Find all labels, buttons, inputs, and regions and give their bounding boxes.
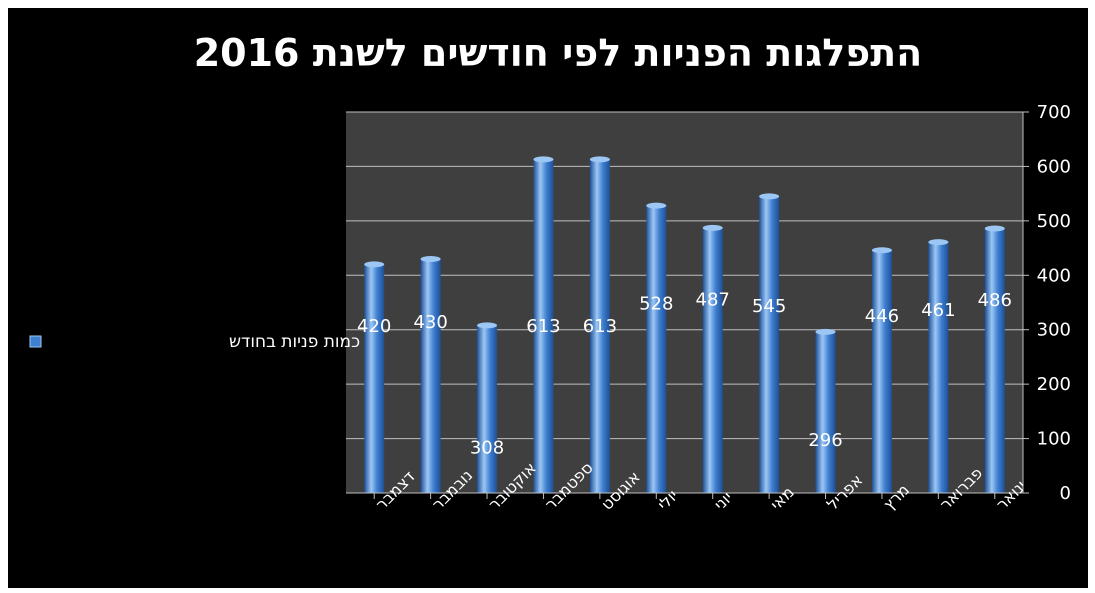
bar-group: [533, 156, 554, 494]
bar-group: [646, 202, 667, 494]
bar: [646, 205, 667, 494]
y-axis: 0 100 200 300 400 500 600 700: [1022, 102, 1071, 504]
y-tick-label: 100: [1037, 429, 1071, 450]
value-label: 486: [978, 290, 1012, 311]
bar-cap: [815, 328, 836, 335]
bar-group: [477, 322, 498, 493]
bar-group: [420, 255, 441, 493]
y-tick-label: 600: [1037, 156, 1071, 177]
bar: [420, 258, 441, 493]
bar-group: [928, 239, 949, 493]
y-tick-label: 500: [1037, 211, 1071, 232]
bar-cap: [589, 156, 610, 163]
bar-cap: [364, 261, 385, 268]
bar-cap: [984, 225, 1005, 232]
bar: [984, 228, 1005, 493]
bar-cap: [533, 156, 554, 163]
value-label: 487: [696, 290, 730, 311]
y-tick-label: 200: [1037, 374, 1071, 395]
y-tick-label: 0: [1060, 483, 1071, 504]
legend-label: כמות פניות בחודש: [229, 332, 360, 352]
bar-group: [815, 328, 836, 493]
y-tick-label: 300: [1037, 320, 1071, 341]
bar-group: [984, 225, 1005, 493]
y-tick-label: 700: [1037, 102, 1071, 123]
value-label: 613: [526, 316, 560, 337]
bar: [589, 159, 610, 494]
bar-cap: [759, 193, 780, 200]
legend-swatch: [29, 335, 42, 348]
value-label: 296: [808, 430, 842, 451]
value-label: 545: [752, 296, 786, 317]
bar: [759, 196, 780, 493]
bar-group: [589, 156, 610, 494]
bar: [815, 331, 836, 493]
gridlines: [346, 111, 1023, 440]
value-label: 613: [583, 316, 617, 337]
bars: [364, 156, 1005, 494]
bar: [364, 264, 385, 493]
value-label: 430: [413, 312, 447, 333]
bar-group: [759, 193, 780, 493]
bar: [477, 325, 498, 493]
value-label: 461: [921, 300, 955, 321]
value-labels: 486 461 446 296 545 487 528 613 613 308 430 420: [357, 290, 1012, 459]
bar-cap: [928, 239, 949, 246]
bar: [533, 159, 554, 494]
bar: [871, 250, 892, 493]
value-label: 308: [470, 438, 504, 459]
bar-cap: [646, 202, 667, 209]
bar-cap: [477, 322, 498, 329]
chart-svg: התפלגות הפניות לפי חודשים לשנת 2016 4864…: [29, 31, 1071, 514]
bar-group: [364, 261, 385, 493]
chart-frame: התפלגות הפניות לפי חודשים לשנת 2016 486 4…: [8, 8, 1088, 588]
bar: [928, 242, 949, 493]
value-label: 528: [639, 293, 673, 314]
y-tick-label: 400: [1037, 265, 1071, 286]
value-label: 446: [865, 306, 899, 327]
value-label: 420: [357, 316, 391, 337]
legend: כמות פניות בחודש: [29, 332, 360, 352]
bar: [702, 227, 723, 493]
bar-group: [871, 247, 892, 493]
chart-title: התפלגות הפניות לפי חודשים לשנת 2016: [194, 31, 923, 75]
bar-cap: [420, 255, 441, 262]
bar-cap: [871, 247, 892, 254]
bar-group: [702, 224, 723, 493]
plot-area: [346, 112, 1023, 493]
bar-cap: [702, 224, 723, 231]
